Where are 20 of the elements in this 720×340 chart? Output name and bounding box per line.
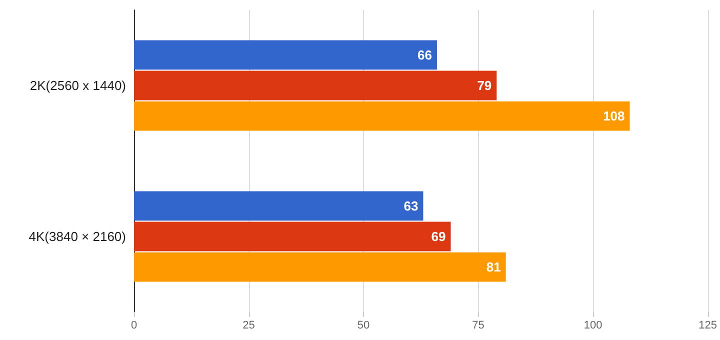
- x-tick-label: 25: [242, 320, 255, 332]
- bar: [134, 191, 424, 221]
- data-label: 63: [404, 198, 418, 214]
- data-label: 66: [418, 47, 432, 62]
- bar: [134, 70, 497, 100]
- x-tick-label: 0: [130, 320, 138, 332]
- bar: [134, 101, 630, 131]
- bar: [134, 222, 451, 252]
- data-label: 81: [486, 260, 501, 275]
- data-label: 108: [603, 108, 625, 124]
- data-label: 69: [431, 229, 446, 244]
- x-tick-label: 125: [698, 320, 718, 332]
- y-tick-label: 2K(2560 x 1440): [30, 78, 126, 93]
- x-tick-label: 75: [472, 320, 484, 332]
- data-label: 79: [477, 78, 492, 93]
- bar: [134, 40, 437, 70]
- bar: [134, 252, 506, 282]
- y-tick-label: 4K(3840 × 2160): [28, 229, 126, 244]
- x-tick-label: 100: [584, 320, 602, 332]
- x-tick-label: 50: [357, 320, 370, 332]
